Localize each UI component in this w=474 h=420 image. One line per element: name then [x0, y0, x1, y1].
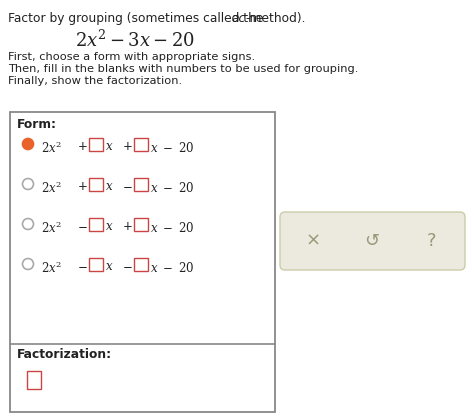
Text: −: − [78, 260, 88, 273]
Text: ?: ? [427, 232, 437, 250]
Circle shape [22, 218, 34, 229]
FancyBboxPatch shape [89, 137, 103, 150]
Text: $2x^2$: $2x^2$ [41, 260, 62, 276]
Text: Factorization:: Factorization: [17, 348, 112, 361]
Text: +: + [78, 181, 88, 194]
Text: $2x^2 - 3x - 20$: $2x^2 - 3x - 20$ [75, 30, 195, 51]
FancyBboxPatch shape [134, 218, 148, 231]
Text: $x\ -\ 20$: $x\ -\ 20$ [150, 260, 194, 275]
Text: −: − [78, 220, 88, 234]
Text: ↺: ↺ [365, 232, 380, 250]
FancyBboxPatch shape [10, 112, 275, 412]
FancyBboxPatch shape [134, 137, 148, 150]
Text: +: + [78, 141, 88, 153]
FancyBboxPatch shape [89, 178, 103, 191]
FancyBboxPatch shape [134, 257, 148, 270]
Text: $x$: $x$ [105, 220, 113, 234]
Text: $2x^2$: $2x^2$ [41, 220, 62, 236]
Text: $x$: $x$ [105, 141, 113, 153]
FancyBboxPatch shape [280, 212, 465, 270]
Text: $x\ -\ 20$: $x\ -\ 20$ [150, 220, 194, 234]
FancyBboxPatch shape [89, 218, 103, 231]
Text: $x$: $x$ [105, 260, 113, 273]
Text: ×: × [305, 232, 320, 250]
Text: −: − [123, 181, 133, 194]
Text: $x\ -\ 20$: $x\ -\ 20$ [150, 141, 194, 155]
Circle shape [22, 139, 34, 150]
Circle shape [22, 258, 34, 270]
Text: $x\ -\ 20$: $x\ -\ 20$ [150, 181, 194, 194]
Text: Finally, show the factorization.: Finally, show the factorization. [8, 76, 182, 86]
Text: Then, fill in the blanks with numbers to be used for grouping.: Then, fill in the blanks with numbers to… [8, 64, 358, 74]
Text: +: + [123, 220, 133, 234]
Text: $x$: $x$ [105, 181, 113, 194]
Text: $2x^2$: $2x^2$ [41, 141, 62, 156]
Text: +: + [123, 141, 133, 153]
Text: ac: ac [232, 12, 246, 25]
Text: Form:: Form: [17, 118, 57, 131]
Text: −: − [123, 260, 133, 273]
FancyBboxPatch shape [27, 371, 41, 389]
Text: $2x^2$: $2x^2$ [41, 181, 62, 197]
FancyBboxPatch shape [89, 257, 103, 270]
Text: -method).: -method). [245, 12, 306, 25]
FancyBboxPatch shape [134, 178, 148, 191]
Text: First, choose a form with appropriate signs.: First, choose a form with appropriate si… [8, 52, 255, 62]
Text: Factor by grouping (sometimes called the: Factor by grouping (sometimes called the [8, 12, 267, 25]
Circle shape [22, 178, 34, 189]
